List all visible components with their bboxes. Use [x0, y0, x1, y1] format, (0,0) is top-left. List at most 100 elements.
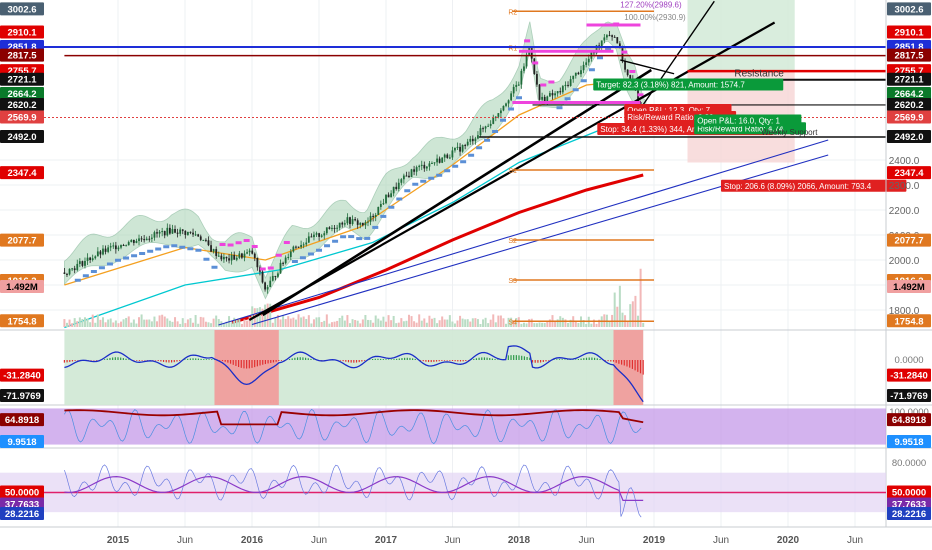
indicator-badge-bg: [887, 506, 931, 520]
volume-bar: [287, 316, 290, 327]
candle-body: [266, 287, 269, 290]
volume-bar: [448, 315, 451, 327]
candle-body: [356, 220, 359, 225]
indicator-badge-left: -31.2840: [3, 371, 41, 382]
candle-body: [189, 231, 192, 233]
candle-body: [523, 66, 525, 71]
volume-bar: [538, 322, 541, 327]
stop-marker: [267, 266, 274, 270]
volume-bar: [63, 319, 66, 327]
candle-body: [418, 165, 421, 168]
volume-bar: [471, 318, 474, 327]
stoch-k-line: [64, 408, 642, 445]
indicator-panes: [0, 0, 932, 528]
price-badge: 2077.7: [894, 236, 923, 247]
target-label: Target: 82.3 (3.18%) 821, Amount: 1574.7: [596, 81, 745, 90]
price-tick-label: 2300.0: [889, 181, 920, 192]
candle-body: [606, 35, 608, 38]
candle-body: [289, 251, 292, 257]
volume-bar: [158, 315, 161, 327]
volume-bar: [107, 319, 110, 327]
volume-bar: [369, 320, 372, 327]
candle-body: [68, 268, 71, 275]
stop-marker: [388, 205, 395, 209]
price-badge: 2569.9: [894, 113, 923, 124]
candle-body: [269, 280, 272, 288]
candle-body: [546, 96, 549, 102]
candle-body: [223, 256, 225, 260]
candle-body: [402, 175, 405, 180]
candle-body: [530, 47, 533, 59]
stop-marker: [548, 80, 555, 84]
candle-body: [454, 147, 456, 151]
candle-body: [361, 222, 364, 226]
price-badge-left: 2910.1: [7, 27, 37, 38]
candle-body: [367, 221, 369, 223]
volume-bar: [585, 323, 588, 327]
indicator-badge-left-bg: [0, 368, 44, 382]
stop-marker: [621, 50, 628, 54]
candle-body: [505, 103, 507, 106]
volume-bar: [590, 323, 593, 327]
volume-bar: [359, 323, 362, 327]
volume-bar: [140, 314, 143, 327]
volume-bar: [492, 314, 495, 327]
candle-body: [482, 128, 484, 130]
candle-body: [320, 235, 323, 237]
candle-body: [284, 257, 287, 264]
candle-body: [405, 175, 408, 177]
price-badge: 2851.8: [894, 42, 923, 53]
candle-body: [73, 268, 76, 271]
price-badge-bg: [887, 280, 931, 293]
candle-body: [261, 271, 264, 283]
volume-bar: [525, 323, 528, 327]
volume-bar: [153, 316, 156, 327]
stop-marker: [420, 179, 427, 183]
candle-body: [621, 46, 624, 62]
volume-bar: [235, 319, 238, 327]
candle-body: [359, 222, 362, 225]
indicator-tick-label: 80.0000: [892, 458, 926, 469]
indicator-badge-left-bg: [0, 485, 44, 499]
volume-bar: [184, 323, 187, 327]
indicator-badge-left: 50.0000: [5, 487, 39, 498]
candle-body: [336, 227, 339, 229]
price-badge-bg: [887, 72, 931, 86]
stop-marker: [637, 93, 644, 97]
stop-marker: [580, 79, 587, 83]
support-label: Weekly Support: [761, 128, 818, 137]
stop-marker: [195, 248, 202, 252]
volume-bar: [112, 322, 115, 327]
volume-bar: [564, 319, 567, 327]
volume-bar: [541, 322, 544, 327]
candle-body: [626, 69, 629, 76]
price-badge-left-bg: [0, 166, 44, 180]
volume-bar: [395, 323, 398, 327]
volume-bar: [438, 320, 441, 327]
volume-bar: [240, 323, 243, 327]
volume-bar: [418, 314, 421, 327]
candle-body: [148, 238, 151, 240]
candle-body: [315, 233, 318, 235]
candle-body: [99, 251, 102, 255]
volume-bar: [616, 306, 619, 327]
volume-bar: [233, 317, 236, 327]
price-badge-left-bg: [0, 86, 44, 100]
candle-body: [466, 141, 469, 146]
volume-bar: [361, 319, 364, 327]
volume-bar: [634, 295, 637, 327]
volume-bar: [300, 317, 303, 327]
stop-marker: [540, 83, 547, 87]
price-badge-left-bg: [0, 97, 44, 111]
stop-marker: [211, 265, 218, 269]
volume-bar: [464, 319, 467, 327]
candle-body: [423, 164, 426, 169]
candle-body: [271, 275, 274, 281]
stop-marker: [460, 160, 467, 164]
candle-body: [608, 35, 611, 37]
price-badge-left: 2755.7: [7, 66, 36, 77]
trendline-black: [620, 59, 675, 75]
volume-bar: [289, 318, 292, 327]
stop-marker: [597, 56, 603, 60]
